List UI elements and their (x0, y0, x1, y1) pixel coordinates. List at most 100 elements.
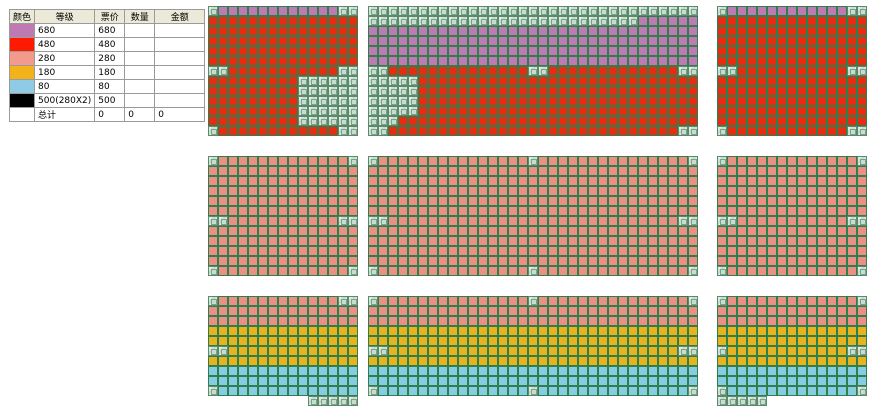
seat[interactable] (578, 336, 588, 346)
seat[interactable] (648, 156, 658, 166)
seat[interactable] (807, 106, 817, 116)
seat[interactable] (308, 246, 318, 256)
seat[interactable] (218, 96, 228, 106)
seat[interactable] (817, 386, 827, 396)
seat[interactable] (558, 266, 568, 276)
seat[interactable] (208, 96, 218, 106)
seat[interactable] (777, 386, 787, 396)
seat[interactable] (448, 46, 458, 56)
seat[interactable] (348, 386, 358, 396)
seat[interactable] (638, 76, 648, 86)
seat[interactable] (787, 166, 797, 176)
seat[interactable] (548, 186, 558, 196)
seat[interactable] (218, 366, 228, 376)
seat[interactable] (238, 16, 248, 26)
seat[interactable] (548, 306, 558, 316)
seat[interactable] (418, 356, 428, 366)
seat[interactable] (688, 206, 698, 216)
seat[interactable] (618, 326, 628, 336)
seat[interactable] (598, 116, 608, 126)
seat[interactable] (208, 106, 218, 116)
seat[interactable] (588, 336, 598, 346)
seat[interactable] (248, 256, 258, 266)
seat[interactable] (598, 246, 608, 256)
seat[interactable] (238, 236, 248, 246)
seat[interactable] (578, 216, 588, 226)
seat[interactable] (418, 306, 428, 316)
seat[interactable] (368, 166, 378, 176)
seat[interactable] (578, 366, 588, 376)
seat[interactable] (658, 86, 668, 96)
seat[interactable] (268, 366, 278, 376)
seat[interactable] (568, 36, 578, 46)
seat[interactable] (328, 176, 338, 186)
seat[interactable] (847, 16, 857, 26)
seat[interactable] (658, 56, 668, 66)
seat[interactable] (538, 126, 548, 136)
seat[interactable] (388, 376, 398, 386)
seat[interactable] (308, 26, 318, 36)
seat[interactable] (528, 166, 538, 176)
seat[interactable] (428, 296, 438, 306)
seat[interactable] (348, 26, 358, 36)
seat[interactable] (668, 86, 678, 96)
seat[interactable] (727, 86, 737, 96)
seat[interactable] (318, 306, 328, 316)
seat[interactable] (777, 346, 787, 356)
seat[interactable] (248, 206, 258, 216)
seat[interactable] (328, 296, 338, 306)
seat[interactable] (458, 46, 468, 56)
seat[interactable] (568, 336, 578, 346)
seat[interactable] (518, 116, 528, 126)
seat[interactable] (528, 116, 538, 126)
seat[interactable] (238, 66, 248, 76)
seat[interactable] (588, 326, 598, 336)
seat[interactable] (817, 296, 827, 306)
seat[interactable] (648, 206, 658, 216)
seat[interactable] (618, 246, 628, 256)
seat[interactable] (208, 36, 218, 46)
seat[interactable] (228, 326, 238, 336)
seat[interactable] (628, 246, 638, 256)
seat[interactable] (418, 186, 428, 196)
seat[interactable] (458, 156, 468, 166)
seat[interactable] (558, 26, 568, 36)
seat[interactable] (348, 366, 358, 376)
seat[interactable] (568, 66, 578, 76)
seat[interactable] (318, 166, 328, 176)
seat[interactable] (408, 226, 418, 236)
seat[interactable] (498, 56, 508, 66)
seat[interactable] (807, 96, 817, 106)
seat[interactable] (777, 106, 787, 116)
seat[interactable] (548, 376, 558, 386)
seat[interactable] (598, 106, 608, 116)
seat[interactable] (508, 106, 518, 116)
seat[interactable] (418, 46, 428, 56)
seat[interactable] (747, 186, 757, 196)
seat[interactable] (608, 226, 618, 236)
seat[interactable] (258, 166, 268, 176)
seat[interactable] (288, 386, 298, 396)
seat[interactable] (508, 236, 518, 246)
seat[interactable] (378, 326, 388, 336)
seat[interactable] (448, 366, 458, 376)
seat[interactable] (448, 196, 458, 206)
seat[interactable] (688, 116, 698, 126)
seat[interactable] (508, 26, 518, 36)
seat[interactable] (767, 236, 777, 246)
seat[interactable] (608, 306, 618, 316)
seat[interactable] (767, 216, 777, 226)
seat[interactable] (348, 246, 358, 256)
seat[interactable] (857, 336, 867, 346)
seat[interactable] (817, 196, 827, 206)
seat[interactable] (648, 186, 658, 196)
seat[interactable] (288, 266, 298, 276)
seat[interactable] (488, 306, 498, 316)
seat[interactable] (218, 106, 228, 116)
seat[interactable] (398, 116, 408, 126)
seat[interactable] (767, 346, 777, 356)
seat[interactable] (398, 296, 408, 306)
seat[interactable] (797, 256, 807, 266)
seat[interactable] (238, 306, 248, 316)
seat[interactable] (268, 306, 278, 316)
